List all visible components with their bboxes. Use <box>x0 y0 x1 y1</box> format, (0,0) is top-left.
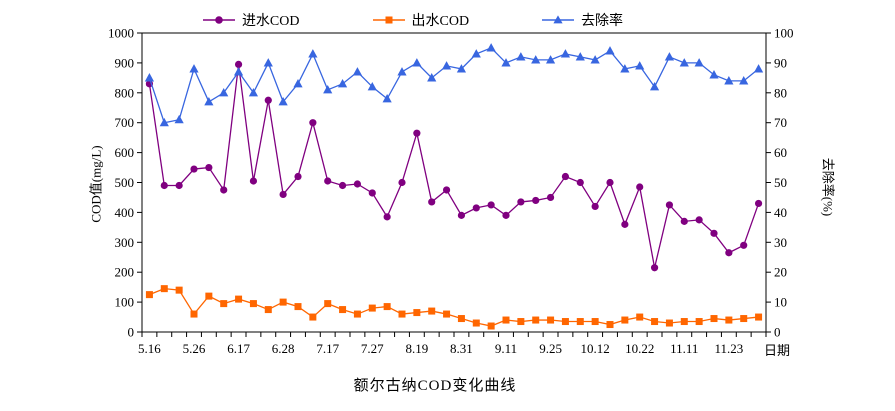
svg-text:8.19: 8.19 <box>405 341 428 356</box>
x-axis-title: 日期 <box>764 343 791 358</box>
svg-text:50: 50 <box>774 175 787 190</box>
square-marker-icon <box>372 16 405 24</box>
svg-text:100: 100 <box>774 26 794 41</box>
svg-text:11.11: 11.11 <box>670 341 698 356</box>
svg-text:10.12: 10.12 <box>581 341 610 356</box>
y-axis-left: 0 100 200 300 400 500 600 700 800 900 1000 <box>108 26 142 340</box>
svg-text:60: 60 <box>774 145 787 160</box>
svg-text:5.16: 5.16 <box>138 341 161 356</box>
svg-text:600: 600 <box>115 145 135 160</box>
right-axis-title: 去除率(%) <box>820 157 836 217</box>
y-axis-right: 0 10 20 30 40 50 60 70 80 90 100 <box>766 26 794 340</box>
circle-marker-icon <box>202 16 235 24</box>
svg-text:9.25: 9.25 <box>539 341 562 356</box>
series-removal-rate-markers <box>144 43 764 127</box>
legend-item-removal-rate: 去除率 <box>541 10 623 30</box>
series-removal-rate-line <box>148 47 759 124</box>
svg-text:7.27: 7.27 <box>361 341 384 356</box>
svg-text:11.23: 11.23 <box>714 341 743 356</box>
x-axis: 5.16 5.26 6.17 6.28 7.17 7.27 8.19 8.31 9.11 9.25… <box>138 332 767 356</box>
svg-text:90: 90 <box>774 55 787 70</box>
svg-text:400: 400 <box>115 205 135 220</box>
svg-text:700: 700 <box>115 115 135 130</box>
svg-text:6.17: 6.17 <box>227 341 250 356</box>
svg-text:10.22: 10.22 <box>625 341 654 356</box>
plot-border <box>141 32 767 333</box>
chart-legend: 进水COD 出水COD 去除率 <box>0 10 895 30</box>
legend-item-effluent-cod: 出水COD <box>372 10 470 30</box>
svg-text:10: 10 <box>774 295 787 310</box>
svg-text:40: 40 <box>774 205 787 220</box>
svg-text:7.17: 7.17 <box>316 341 339 356</box>
svg-text:900: 900 <box>115 55 135 70</box>
svg-text:6.28: 6.28 <box>272 341 295 356</box>
svg-text:100: 100 <box>115 295 135 310</box>
svg-text:30: 30 <box>774 235 787 250</box>
svg-text:20: 20 <box>774 265 787 280</box>
svg-text:9.11: 9.11 <box>495 341 517 356</box>
svg-text:1000: 1000 <box>108 26 134 41</box>
svg-text:8.31: 8.31 <box>450 341 473 356</box>
series-influent-cod-markers <box>145 60 763 272</box>
svg-text:5.26: 5.26 <box>183 341 206 356</box>
legend-label-removal-rate: 去除率 <box>581 14 624 29</box>
left-axis-title: COD值(mg/L) <box>88 145 104 223</box>
legend-item-influent-cod: 进水COD <box>202 10 300 30</box>
svg-text:70: 70 <box>774 115 787 130</box>
svg-text:200: 200 <box>115 265 135 280</box>
svg-text:80: 80 <box>774 85 787 100</box>
svg-text:0: 0 <box>128 325 135 340</box>
series-effluent-cod-markers <box>145 285 763 330</box>
series-influent-cod-line <box>148 64 760 268</box>
triangle-marker-icon <box>542 15 575 24</box>
chart-title: 额尔古纳COD变化曲线 <box>353 378 517 394</box>
svg-text:800: 800 <box>115 85 135 100</box>
svg-text:500: 500 <box>115 175 135 190</box>
svg-text:300: 300 <box>115 235 135 250</box>
legend-label-influent-cod: 进水COD <box>241 14 300 29</box>
svg-text:0: 0 <box>774 325 781 340</box>
legend-label-effluent-cod: 出水COD <box>411 14 470 29</box>
